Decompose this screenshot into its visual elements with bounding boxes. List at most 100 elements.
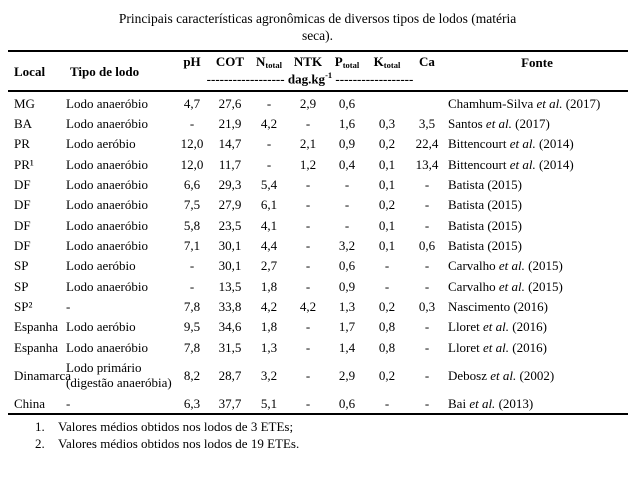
cell-k-total: 0,3 [378, 116, 396, 132]
col-header-n-total: Ntotal [250, 51, 288, 71]
cell-p-total: 0,9 [338, 278, 356, 294]
cell-n-total: 5,1 [260, 395, 278, 411]
k-total-sub: total [383, 59, 401, 70]
table-row: Dinamarca Lodo primário (digestão anaeró… [8, 357, 628, 393]
cell-fonte: Debosz et al. (2002) [448, 367, 555, 383]
col-header-tipo-de-lodo: Tipo de lodo [70, 63, 140, 79]
table-caption: Principais características agronômicas d… [48, 11, 588, 45]
cell-tipo-de-lodo: Lodo anaeróbio [66, 116, 148, 132]
cell-n-total: 1,8 [260, 319, 278, 335]
unit-dashes-right: ------------------ [332, 71, 414, 87]
table-row: China - 6,3 37,7 5,1 - 0,6 - - Bai et al… [8, 393, 628, 414]
cell-p-total: - [344, 177, 350, 193]
cell-k-total: - [384, 395, 390, 411]
col-header-k-total: Ktotal [366, 51, 408, 71]
footnote-number: 2. [35, 436, 45, 452]
document-page: Principais características agronômicas d… [8, 11, 628, 453]
cell-fonte: Bittencourt et al. (2014) [448, 136, 574, 152]
footnotes: 1. Valores médios obtidos nos lodos de 3… [35, 419, 628, 453]
cell-local: SP [14, 258, 29, 274]
cell-ntk: - [305, 217, 311, 233]
table-row: DF Lodo anaeróbio 7,1 30,1 4,4 - 3,2 0,1… [8, 236, 628, 256]
cell-p-total: - [344, 197, 350, 213]
unit-row: ------------------ dag.kg-1 ------------… [174, 70, 446, 91]
cell-ca: - [424, 319, 430, 335]
cell-ph: 7,1 [183, 238, 201, 254]
table-header: Local Tipo de lodo pH COT Ntotal NTK Pto… [8, 51, 628, 91]
cell-local: DF [14, 177, 31, 193]
cell-k-total: - [384, 278, 390, 294]
cell-k-total: 0,8 [378, 339, 396, 355]
cell-local: Espanha [14, 339, 59, 355]
footnote-number: 1. [35, 419, 45, 435]
cell-ntk: - [305, 177, 311, 193]
table-row: PR¹ Lodo anaeróbio 12,0 11,7 - 1,2 0,4 0… [8, 154, 628, 174]
cell-p-total: 0,4 [338, 156, 356, 172]
cell-k-total: 0,2 [378, 197, 396, 213]
table-row: MG Lodo anaeróbio 4,7 27,6 - 2,9 0,6 Cha… [8, 89, 628, 114]
cell-cot: 27,6 [210, 89, 250, 114]
cell-fonte: Carvalho et al. (2015) [448, 278, 563, 294]
cell-cot: 23,5 [218, 217, 242, 233]
cell-tipo-de-lodo: - [66, 395, 71, 411]
cell-fonte: Batista (2015) [448, 197, 523, 213]
cell-n-total: 3,2 [260, 367, 278, 383]
cell-p-total: 3,2 [338, 238, 356, 254]
cell-fonte: Batista (2015) [448, 177, 523, 193]
cell-ca: - [424, 197, 430, 213]
cell-k-total: 0,1 [378, 238, 396, 254]
cell-ntk: 2,9 [288, 89, 328, 114]
cell-ph: 12,0 [180, 136, 204, 152]
cell-ca: - [424, 258, 430, 274]
cell-p-total: 0,6 [328, 89, 366, 114]
cell-n-total: 5,4 [260, 177, 278, 193]
header-row-unit: ------------------ dag.kg-1 ------------… [8, 70, 628, 91]
cell-k-total: 0,2 [378, 299, 396, 314]
cell-p-total: 1,4 [338, 339, 356, 355]
cell-cot: 11,7 [218, 156, 242, 172]
table-row: Espanha Lodo anaeróbio 7,8 31,5 1,3 - 1,… [8, 337, 628, 357]
table-row: PR Lodo aeróbio 12,0 14,7 - 2,1 0,9 0,2 … [8, 134, 628, 154]
cell-tipo-de-lodo: Lodo anaeróbio [66, 156, 148, 172]
table-row: DF Lodo anaeróbio 7,5 27,9 6,1 - - 0,2 -… [8, 195, 628, 215]
cell-k-total: 0,1 [378, 156, 396, 172]
footnote-item: 2. Valores médios obtidos nos lodos de 1… [35, 436, 628, 453]
cell-ca: - [424, 177, 430, 193]
cell-ntk: 4,2 [299, 299, 317, 314]
cell-tipo-de-lodo: Lodo aeróbio [66, 258, 136, 274]
cell-local: Dinamarca [14, 367, 72, 383]
col-header-ph: pH [183, 54, 201, 70]
col-header-ca: Ca [419, 54, 435, 70]
cell-n-total: 4,4 [260, 238, 278, 254]
table-row: SP Lodo anaeróbio - 13,5 1,8 - 0,9 - - C… [8, 276, 628, 296]
unit-exponent: -1 [325, 70, 333, 81]
cell-ph: 7,8 [183, 339, 201, 355]
cell-ca: - [424, 339, 430, 355]
cell-cot: 27,9 [218, 197, 242, 213]
cell-p-total: 0,6 [338, 258, 356, 274]
cell-ph: - [189, 278, 195, 294]
table-row: SP² - 7,8 33,8 4,2 4,2 1,3 0,2 0,3 Nasci… [8, 297, 628, 317]
cell-cot: 21,9 [218, 116, 242, 132]
caption-line-2: seca). [301, 27, 334, 43]
cell-local: MG [8, 89, 64, 114]
cell-k-total [366, 89, 408, 114]
cell-ph: 12,0 [180, 156, 204, 172]
unit-dashes-left: ------------------ [206, 71, 285, 87]
header-row-1: Local Tipo de lodo pH COT Ntotal NTK Pto… [8, 51, 628, 78]
cell-tipo-de-lodo: Lodo aeróbio [66, 319, 136, 335]
cell-ntk: - [305, 319, 311, 335]
col-header-p-total: Ptotal [328, 51, 366, 71]
cell-n-total: 4,1 [260, 217, 278, 233]
cell-tipo-de-lodo: Lodo anaeróbio [66, 197, 148, 213]
cell-ph: 6,3 [183, 395, 201, 411]
col-header-ntk: NTK [293, 54, 323, 70]
cell-local: Espanha [14, 319, 59, 335]
footnote-item: 1. Valores médios obtidos nos lodos de 3… [35, 419, 628, 436]
cell-tipo-de-lodo: - [66, 299, 71, 314]
cell-ca: - [424, 278, 430, 294]
cell-n-total: - [250, 89, 288, 114]
cell-tipo-de-lodo: Lodo anaeróbio [66, 177, 148, 193]
cell-ca [408, 89, 446, 114]
cell-fonte: Santos et al. (2017) [448, 116, 550, 132]
